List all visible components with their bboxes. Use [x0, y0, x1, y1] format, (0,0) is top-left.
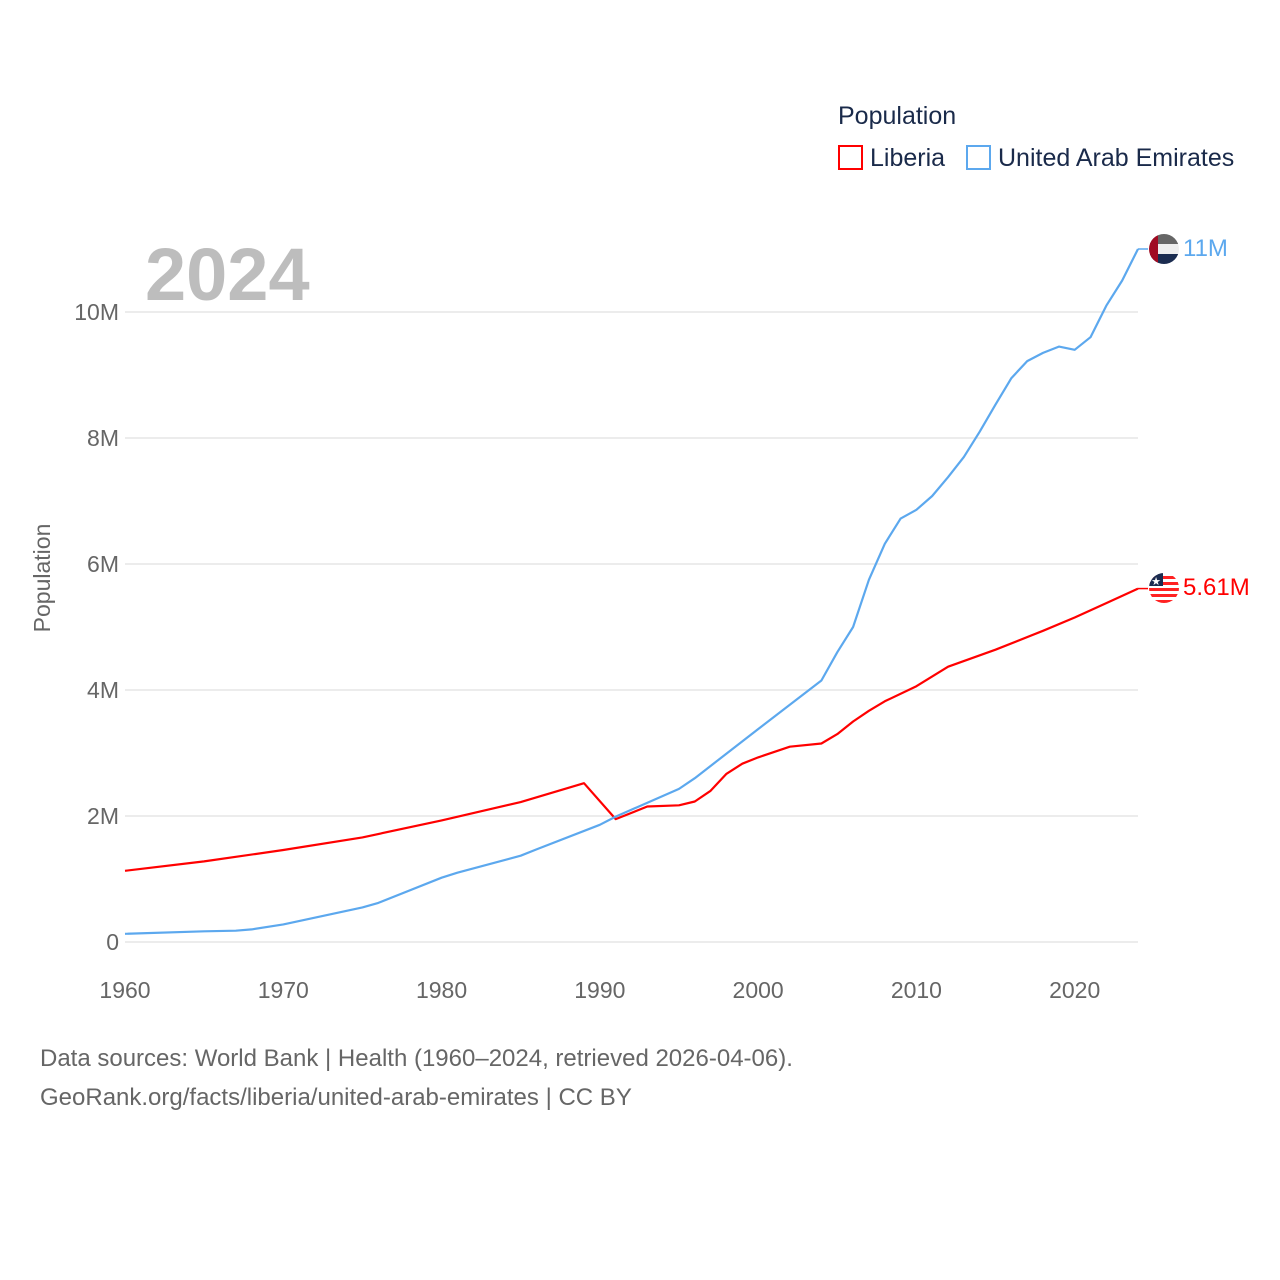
x-tick-label: 1990 [574, 977, 625, 1003]
legend: Population Liberia United Arab Emirates [838, 102, 1234, 172]
uae-flag-icon [1149, 234, 1179, 264]
y-tick-label: 6M [87, 551, 119, 577]
footer-sources: Data sources: World Bank | Health (1960–… [40, 1045, 793, 1072]
legend-label-uae[interactable]: United Arab Emirates [998, 144, 1234, 172]
x-tick-label: 1960 [99, 977, 150, 1003]
x-tick-label: 1970 [258, 977, 309, 1003]
series-line-uae [124, 248, 1139, 935]
year-label: 2024 [145, 233, 310, 316]
y-tick-label: 0 [106, 929, 119, 955]
legend-label-liberia[interactable]: Liberia [870, 144, 945, 172]
svg-text:★: ★ [1151, 576, 1161, 588]
legend-swatch-uae [966, 145, 991, 170]
x-tick-label: 2010 [891, 977, 942, 1003]
x-tick-label: 2020 [1049, 977, 1100, 1003]
x-tick-label: 1980 [416, 977, 467, 1003]
liberia-flag-icon: ★ [1149, 573, 1179, 603]
y-tick-label: 2M [87, 803, 119, 829]
x-axis-ticks: 1960 1970 1980 1990 2000 2010 2020 [99, 977, 1100, 1003]
y-tick-label: 8M [87, 425, 119, 451]
series-line-liberia [124, 587, 1139, 872]
y-tick-label: 4M [87, 677, 119, 703]
end-label-uae: 11M [1183, 235, 1228, 262]
series-lines [124, 248, 1148, 935]
legend-swatch-liberia [838, 145, 863, 170]
y-axis-ticks: 0 2M 4M 6M 8M 10M [74, 299, 119, 955]
legend-title: Population [838, 102, 956, 130]
footer-link[interactable]: GeoRank.org/facts/liberia/united-arab-em… [40, 1084, 632, 1111]
x-tick-label: 2000 [733, 977, 784, 1003]
y-tick-label: 10M [74, 299, 119, 325]
y-axis-label: Population [29, 524, 55, 633]
end-label-liberia: 5.61M [1183, 574, 1250, 601]
gridlines [125, 311, 1138, 943]
